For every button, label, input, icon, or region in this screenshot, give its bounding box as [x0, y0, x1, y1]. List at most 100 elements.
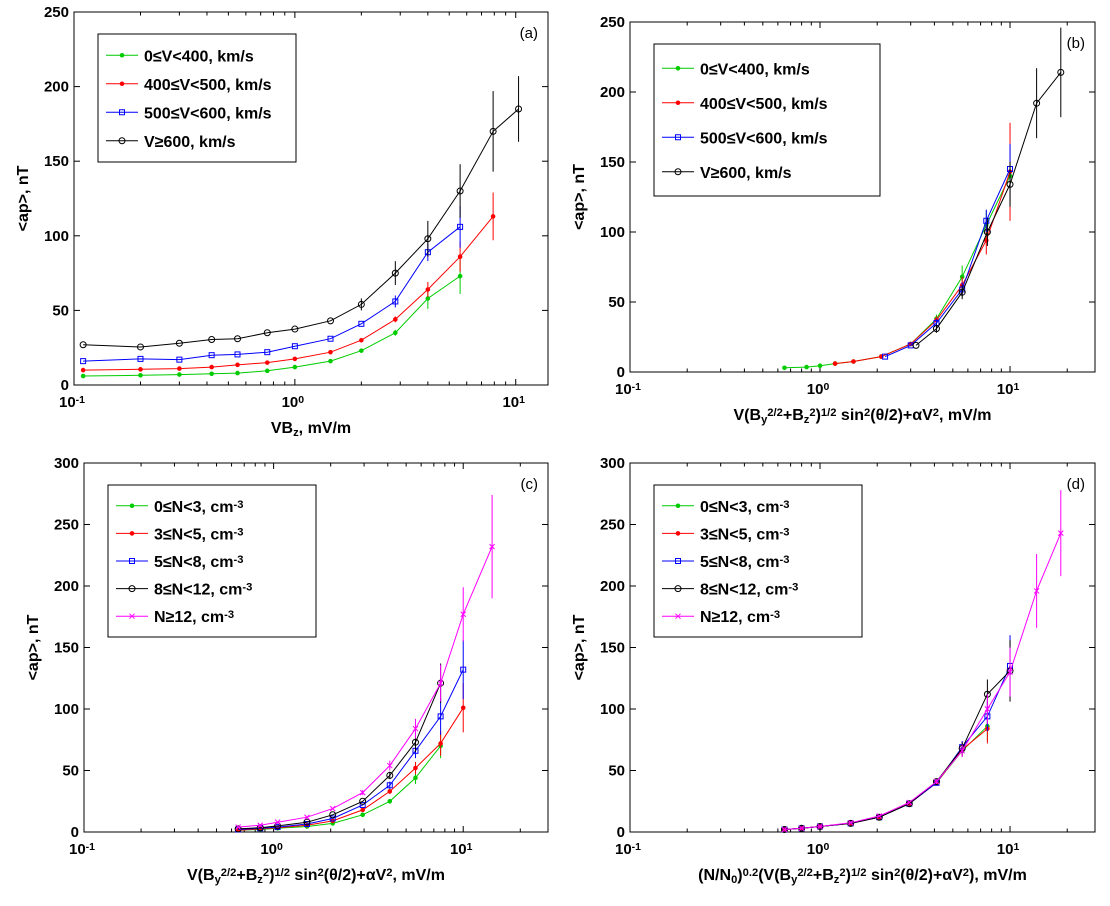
x-tick-label: 10-1: [615, 381, 641, 398]
data-point: [386, 771, 394, 779]
data-point: [1057, 68, 1065, 76]
data-point: [80, 367, 86, 373]
data-point: [393, 330, 398, 336]
legend-label: 500≤V<600, km/s: [144, 105, 272, 122]
legend-label: 5≤N<8, cm-3: [154, 554, 243, 571]
data-point: [329, 805, 336, 812]
data-point: [437, 680, 444, 687]
data-point: [958, 288, 966, 296]
legend-label: N≥12, cm-3: [154, 609, 234, 626]
legend-label: V≥600, km/s: [144, 134, 236, 151]
legend-marker: [119, 81, 125, 87]
legend-marker: [128, 585, 136, 593]
panel-tag: (b): [1067, 35, 1085, 52]
data-point: [781, 826, 788, 833]
data-point: [386, 782, 393, 789]
legend-label: 400≤V<500, km/s: [144, 77, 272, 94]
data-point: [1057, 530, 1064, 536]
x-tick-label: 10-1: [615, 841, 641, 858]
y-tick-label: 250: [44, 4, 69, 21]
data-point: [882, 353, 889, 360]
data-point: [413, 765, 418, 771]
data-point: [329, 815, 336, 822]
legend-label: V≥600, km/s: [700, 165, 792, 182]
data-point: [906, 799, 913, 806]
data-point: [489, 127, 497, 135]
y-axis-label: <ap>, nT: [25, 614, 42, 680]
data-point: [876, 813, 883, 819]
data-point: [137, 355, 144, 362]
data-point: [291, 325, 299, 333]
y-tick-label: 100: [54, 701, 79, 718]
y-tick-label: 0: [617, 364, 625, 381]
data-point: [292, 356, 298, 362]
data-point: [80, 358, 87, 365]
data-point: [413, 775, 418, 781]
y-tick-label: 200: [600, 578, 625, 595]
data-point: [264, 349, 271, 356]
data-point: [875, 813, 883, 821]
y-tick-label: 100: [600, 224, 625, 241]
data-point: [79, 341, 87, 349]
data-point: [274, 819, 281, 826]
x-tick-label: 100: [807, 841, 830, 858]
data-point: [933, 778, 940, 785]
data-point: [264, 360, 270, 365]
y-tick-label: 250: [54, 517, 79, 534]
series-line: [238, 707, 464, 831]
series-line: [884, 168, 1011, 358]
data-point: [489, 543, 495, 550]
y-axis-label: <ap>, nT: [15, 165, 32, 231]
legend-marker: [675, 613, 681, 620]
legend-label: N≥12, cm-3: [700, 609, 780, 626]
data-point: [360, 807, 365, 813]
data-point: [391, 269, 399, 277]
panel-tag: (c): [521, 476, 539, 493]
x-tick-label: 100: [282, 394, 305, 411]
data-point: [387, 789, 393, 794]
data-point: [457, 254, 463, 259]
data-point: [438, 741, 443, 746]
series-line: [915, 72, 1062, 346]
y-tick-label: 0: [61, 377, 69, 394]
legend-marker: [675, 503, 681, 509]
legend-label: 0≤V<400, km/s: [700, 61, 810, 78]
x-axis-label: VBz, mV/m: [271, 420, 351, 439]
data-point: [263, 329, 271, 337]
legend-marker: [675, 531, 681, 536]
x-tick-label: 101: [502, 394, 525, 411]
data-point: [460, 705, 466, 711]
data-point: [264, 368, 270, 374]
data-point: [984, 706, 991, 712]
data-point: [234, 825, 242, 833]
legend-label: 0≤N<3, cm-3: [700, 498, 789, 515]
series-3: [912, 27, 1065, 349]
data-point: [912, 341, 920, 349]
legend-marker: [674, 168, 682, 176]
y-tick-label: 150: [44, 153, 69, 170]
data-point: [457, 273, 463, 279]
data-point: [208, 335, 216, 343]
series-line: [784, 532, 1062, 830]
series-2: [80, 205, 464, 365]
x-axis-label: V(By2/2+Bz2)1/2 sin2(θ/2)+αV2, mV/m: [734, 407, 992, 427]
y-tick-label: 150: [54, 640, 79, 657]
panel-c: 0 50 100 150 200 250 300 10-1 100 101 V(By2/2+Bz2)…: [25, 455, 549, 886]
legend-marker: [129, 503, 135, 509]
data-point: [80, 373, 86, 379]
legend-marker: [129, 558, 135, 564]
data-point: [804, 364, 809, 370]
data-point: [175, 339, 183, 347]
data-point: [303, 818, 311, 826]
y-tick-label: 0: [71, 824, 79, 841]
data-point: [460, 611, 467, 618]
y-axis-label: <ap>, nT: [571, 614, 588, 680]
data-point: [177, 372, 182, 377]
data-point: [456, 187, 464, 195]
data-point: [138, 367, 143, 372]
data-point: [209, 364, 214, 370]
panel-a: 0 50 100 150 200 250 10-1 100 101 VBz, mV/m <ap>, …: [15, 4, 549, 439]
data-point: [235, 370, 240, 376]
data-point: [932, 325, 940, 333]
series-2: [235, 640, 467, 833]
